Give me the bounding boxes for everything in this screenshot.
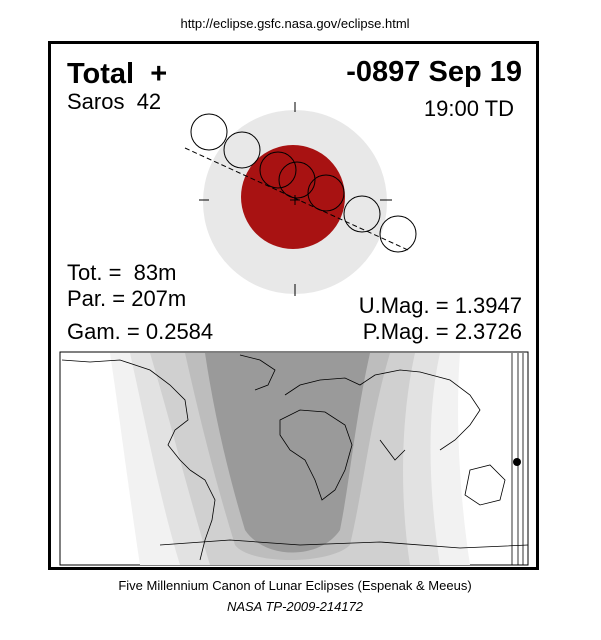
stat-par: Par. = 207m <box>67 286 186 311</box>
total-band <box>205 353 370 553</box>
umbra <box>241 145 345 249</box>
saros: Saros 42 <box>67 89 161 114</box>
moon-positions <box>190 113 417 253</box>
stat-tot: Tot. = 83m <box>67 260 176 285</box>
stat-gam: Gam. = 0.2584 <box>67 319 213 344</box>
eclipse-date: -0897 Sep 19 <box>346 56 522 88</box>
moon-path <box>184 147 409 251</box>
time: 19:00 TD <box>424 96 514 121</box>
eclipse-type: Total + <box>67 58 167 90</box>
world-map <box>59 351 529 566</box>
stat-umag: U.Mag. = 1.3947 <box>359 293 522 318</box>
url: http://eclipse.gsfc.nasa.gov/eclipse.htm… <box>180 16 409 31</box>
stat-pmag: P.Mag. = 2.3726 <box>363 319 522 344</box>
footer-canon: Five Millennium Canon of Lunar Eclipses … <box>118 578 471 593</box>
footer-ref: NASA TP-2009-214172 <box>227 599 364 614</box>
moon-zenith-point <box>513 458 521 466</box>
eclipse-geometry <box>184 102 417 296</box>
coastlines <box>61 354 529 561</box>
